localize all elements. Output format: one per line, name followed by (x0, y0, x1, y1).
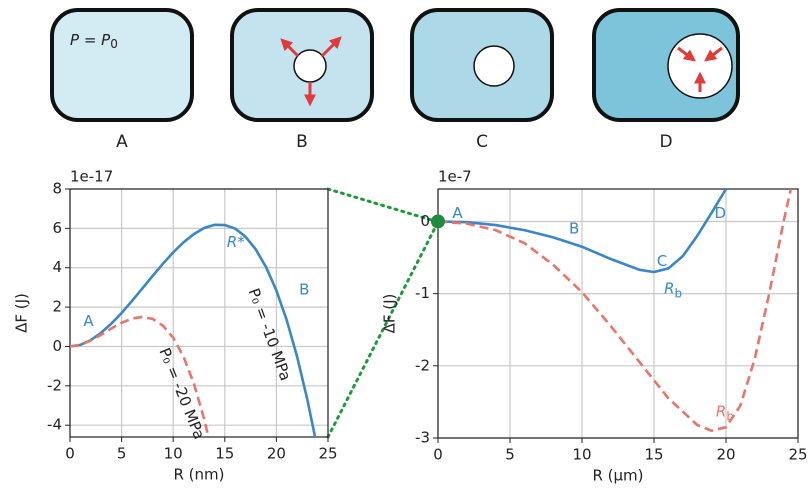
series-label: P₀ = -20 MPa (155, 345, 208, 442)
annotation: Rb (664, 279, 682, 300)
annotation-text: R (664, 279, 674, 297)
origin-dot (431, 214, 445, 228)
y-tick-label: 0 (52, 337, 62, 355)
y-tick-label: 4 (52, 258, 62, 276)
annotation: B (299, 280, 309, 298)
y-tick-label: 8 (52, 180, 62, 198)
y-axis-label: ΔF (J) (13, 293, 31, 333)
x-tick-label: 5 (505, 446, 515, 464)
annotation: C (657, 252, 667, 270)
y-tick-label: -2 (47, 376, 62, 394)
panel-label: C (476, 132, 488, 152)
annotation-text: D (714, 203, 726, 221)
series-label: P₀ = -10 MPa (245, 286, 295, 383)
annotation-sub: b (726, 409, 734, 423)
annotation-sub: b (675, 286, 683, 300)
x-tick-label: 20 (716, 446, 735, 464)
x-axis-label: R (nm) (173, 466, 224, 484)
annotation-sub: 0 (110, 37, 118, 51)
x-tick-label: 15 (215, 445, 234, 463)
panel-label: D (659, 132, 672, 152)
annotation-text: R (716, 402, 726, 420)
annotation-text: P = P (70, 31, 111, 49)
annotation: A (83, 311, 94, 329)
annotation: D (714, 203, 726, 221)
annotation-text: A (83, 311, 94, 329)
annotation: A (452, 203, 463, 221)
x-tick-label: 25 (788, 446, 807, 464)
x-tick-label: 5 (117, 445, 127, 463)
x-tick-label: 0 (433, 446, 443, 464)
x-tick-label: 0 (65, 445, 75, 463)
x-tick-label: 25 (318, 445, 337, 463)
panel-label: A (116, 132, 128, 152)
x-axis-label: R (μm) (592, 467, 643, 485)
annotation-text: A (452, 203, 463, 221)
annotation: Rb (716, 402, 734, 423)
x-tick-label: 15 (644, 446, 663, 464)
annotation-text: R* (227, 233, 245, 251)
y-tick-label: 0 (420, 212, 430, 230)
bubble (474, 46, 514, 86)
y-tick-label: 6 (52, 219, 62, 237)
plot-frame (438, 189, 798, 438)
x-tick-label: 20 (267, 445, 286, 463)
x-tick-label: 10 (572, 446, 591, 464)
figure: P = P0 A B C D 0510152025-4-2024681e-17R… (0, 0, 811, 500)
annotation-text: B (299, 280, 309, 298)
y-axis-label: ΔF (J) (381, 294, 399, 334)
y-tick-label: -1 (415, 284, 430, 302)
annotation: R* (227, 233, 245, 251)
annotation-text: B (569, 219, 579, 237)
y-tick-label: -2 (415, 356, 430, 374)
panel-box (52, 10, 192, 120)
y-tick-label: 2 (52, 298, 62, 316)
y-tick-label: -3 (415, 429, 430, 447)
x-tick-label: 10 (164, 445, 183, 463)
panel-label: B (296, 132, 308, 152)
y-tick-label: -4 (47, 416, 62, 434)
offset-text: 1e-7 (438, 168, 472, 186)
annotation: B (569, 219, 579, 237)
annotation-text: C (657, 252, 667, 270)
offset-text: 1e-17 (70, 168, 113, 186)
